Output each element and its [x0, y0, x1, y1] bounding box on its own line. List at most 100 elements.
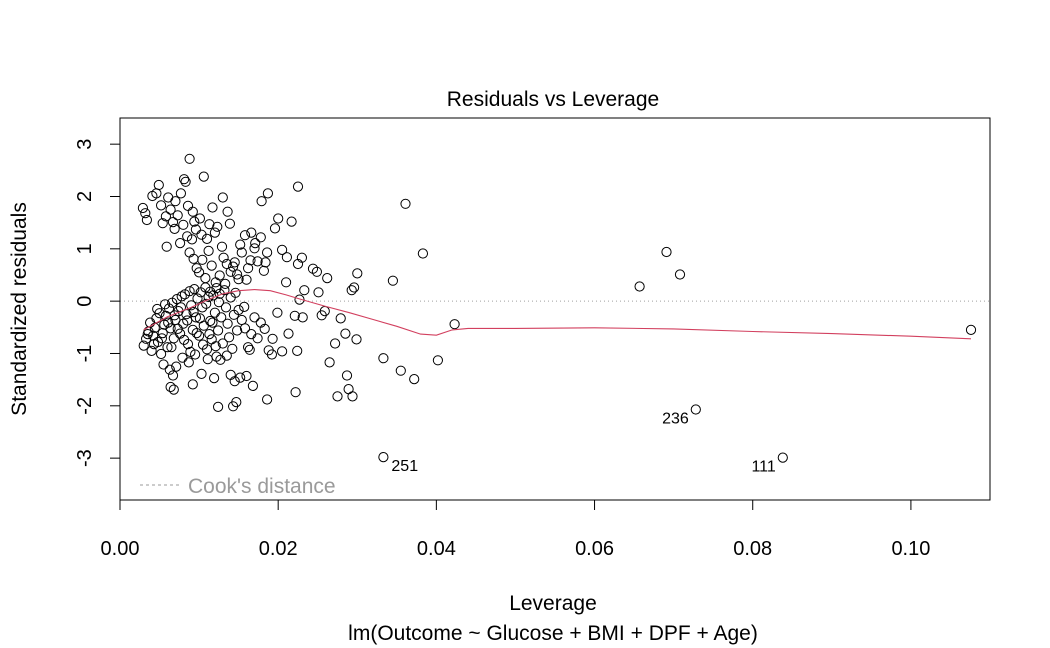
- data-point: [183, 357, 194, 368]
- data-point: [202, 354, 213, 365]
- data-point: [163, 317, 174, 328]
- data-point: [175, 238, 186, 249]
- data-point: [171, 294, 182, 305]
- y-tick-label: 0: [74, 296, 96, 307]
- y-tick-label: -1: [74, 345, 96, 363]
- data-point: [417, 248, 428, 259]
- y-axis-label: Standardized residuals: [8, 202, 31, 416]
- data-point: [216, 312, 227, 323]
- data-point: [252, 256, 263, 267]
- data-point: [166, 342, 177, 353]
- data-point: [187, 206, 198, 217]
- data-point: [210, 341, 221, 352]
- data-point: [378, 353, 389, 364]
- data-point: [178, 318, 189, 329]
- data-point: [196, 368, 207, 379]
- data-point: [189, 284, 200, 295]
- data-point: [232, 269, 243, 280]
- data-point: [179, 334, 190, 345]
- data-point: [322, 273, 333, 284]
- data-point: [777, 452, 788, 463]
- data-point: [165, 323, 176, 334]
- model-formula-label: lm(Outcome ~ Glucose + BMI + DPF + Age): [348, 622, 758, 645]
- data-point: [200, 282, 211, 293]
- x-axis-label: Leverage: [509, 592, 597, 615]
- data-point: [286, 216, 297, 227]
- data-point: [203, 291, 214, 303]
- data-point: [156, 348, 167, 360]
- x-tick-label: 0.02: [259, 538, 298, 560]
- data-point: [233, 274, 244, 285]
- data-point: [172, 323, 183, 334]
- data-point: [292, 345, 303, 356]
- data-point: [269, 223, 281, 234]
- data-point: [182, 315, 193, 326]
- data-point: [267, 333, 278, 344]
- data-point: [219, 285, 230, 296]
- data-point: [245, 255, 256, 266]
- data-point: [194, 213, 205, 224]
- data-point: [184, 286, 195, 297]
- data-point: [191, 328, 202, 339]
- data-point: [204, 329, 215, 340]
- data-point: [177, 352, 188, 363]
- data-point: [235, 372, 246, 383]
- data-point: [222, 318, 233, 329]
- data-point: [283, 328, 294, 339]
- data-point: [169, 223, 180, 234]
- data-point: [281, 277, 292, 288]
- data-point: [197, 339, 209, 350]
- data-point: [165, 381, 176, 393]
- data-point: [160, 211, 171, 222]
- data-point: [190, 312, 201, 323]
- data-point: [409, 374, 420, 385]
- data-point: [235, 239, 246, 250]
- chart-title: Residuals vs Leverage: [447, 88, 659, 111]
- data-point: [203, 245, 214, 256]
- data-point: [277, 346, 288, 357]
- data-point: [341, 370, 353, 381]
- y-tick-label: 2: [74, 191, 96, 202]
- data-point: [220, 278, 231, 289]
- data-point: [152, 303, 163, 315]
- data-point: [196, 229, 207, 240]
- point-label-111: 111: [751, 459, 775, 476]
- data-point: [176, 291, 187, 302]
- data-point: [142, 329, 153, 340]
- data-point: [167, 217, 179, 228]
- data-point: [346, 285, 357, 296]
- data-point: [258, 265, 269, 276]
- data-point: [156, 200, 167, 211]
- data-point: [184, 153, 195, 164]
- data-point: [255, 232, 266, 243]
- data-point: [204, 219, 215, 230]
- data-point: [239, 323, 251, 334]
- data-point: [209, 227, 220, 238]
- data-point: [224, 218, 235, 229]
- data-point: [194, 330, 205, 341]
- data-point: [213, 297, 224, 308]
- data-point: [296, 252, 307, 263]
- data-point: [232, 325, 243, 336]
- data-point: [239, 301, 250, 312]
- data-point: [186, 234, 198, 245]
- data-point: [228, 261, 239, 272]
- data-point: [200, 273, 211, 284]
- x-axis: 0.00 0.02 0.04 0.06 0.08 0.10: [101, 499, 930, 560]
- data-point: [281, 252, 292, 263]
- data-point: [400, 198, 411, 209]
- data-point: [179, 174, 190, 185]
- data-point: [230, 287, 241, 298]
- data-point: [690, 404, 701, 415]
- data-point: [175, 188, 186, 199]
- data-point: [229, 257, 240, 268]
- data-point: [162, 342, 173, 353]
- data-point: [330, 338, 341, 349]
- x-tick-label: 0.00: [101, 538, 140, 560]
- data-point: [351, 334, 362, 345]
- data-point: [220, 302, 232, 313]
- data-point: [378, 452, 389, 463]
- data-point: [262, 188, 273, 199]
- data-point: [207, 202, 218, 213]
- data-point: [260, 257, 271, 268]
